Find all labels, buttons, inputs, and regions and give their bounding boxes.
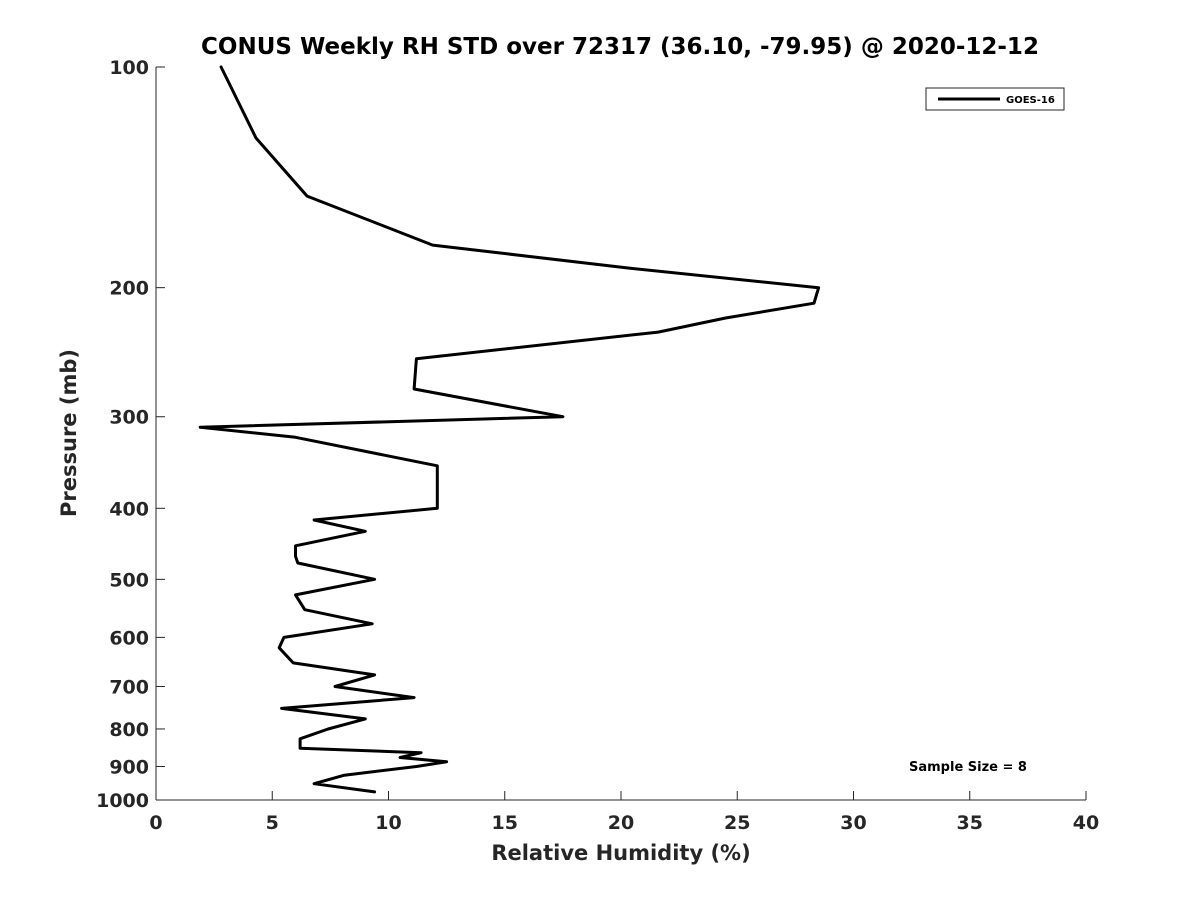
series-layer bbox=[198, 65, 821, 794]
y-tick-label: 600 bbox=[109, 627, 149, 649]
x-tick-label: 35 bbox=[957, 812, 983, 834]
x-tick-label: 30 bbox=[840, 812, 866, 834]
x-axis-label: Relative Humidity (%) bbox=[491, 841, 750, 865]
legend-label-goes-16: GOES-16 bbox=[1006, 95, 1055, 106]
y-tick-label: 400 bbox=[109, 498, 149, 520]
x-tick-label: 15 bbox=[492, 812, 518, 834]
y-ticks: 100 200 300 400 500 600 700 800 900 1000 bbox=[96, 57, 165, 812]
x-tick-label: 10 bbox=[375, 812, 401, 834]
x-tick-label: 0 bbox=[149, 812, 162, 834]
series-line-goes-16 bbox=[198, 65, 821, 794]
y-tick-label: 700 bbox=[109, 676, 149, 698]
y-tick-label: 800 bbox=[109, 719, 149, 741]
y-tick-label: 300 bbox=[109, 407, 149, 429]
y-tick-label: 500 bbox=[109, 569, 149, 591]
chart-title: CONUS Weekly RH STD over 72317 (36.10, -… bbox=[201, 34, 1039, 60]
y-tick-label: 1000 bbox=[96, 790, 149, 812]
x-tick-label: 25 bbox=[724, 812, 750, 834]
legend: GOES-16 bbox=[925, 87, 1065, 111]
y-axis-label: Pressure (mb) bbox=[57, 349, 81, 517]
y-tick-label: 100 bbox=[109, 57, 149, 79]
x-tick-label: 40 bbox=[1073, 812, 1099, 834]
y-tick-label: 200 bbox=[109, 278, 149, 300]
x-tick-label: 20 bbox=[608, 812, 634, 834]
x-tick-label: 5 bbox=[266, 812, 279, 834]
sample-size-annotation: Sample Size = 8 bbox=[909, 760, 1027, 775]
axes: 0 5 10 15 20 25 30 35 40 100 200 300 400 500 600 700 80… bbox=[96, 57, 1099, 834]
y-tick-label: 900 bbox=[109, 756, 149, 778]
x-ticks: 0 5 10 15 20 25 30 35 40 bbox=[149, 791, 1099, 834]
